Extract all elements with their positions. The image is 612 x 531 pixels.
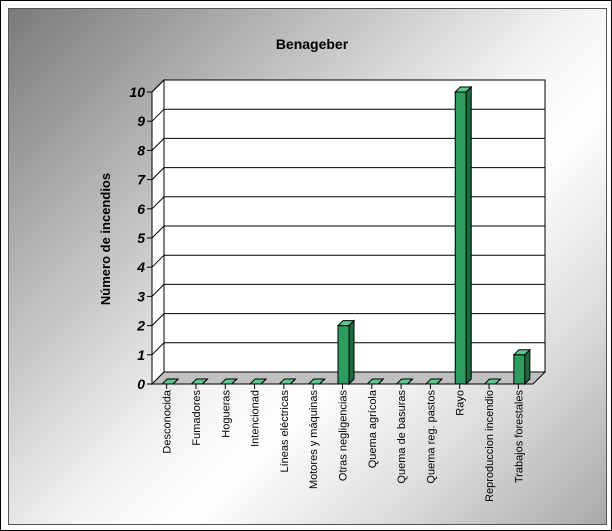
- chart-area: 0 1 2 3 4 5 6 7 8 9 10 Desconocida Fumadores Hoguera…: [8, 8, 607, 525]
- x-tick-label: Motores y máquinas: [308, 390, 320, 490]
- bar-side: [231, 378, 238, 385]
- bar: [512, 348, 532, 389]
- bar-side: [348, 319, 355, 386]
- gridline: [151, 342, 545, 356]
- bar-side: [260, 378, 267, 385]
- bar: [160, 378, 180, 389]
- y-axis-label: Número de incendios: [98, 173, 113, 305]
- bar-side: [377, 378, 384, 385]
- x-tick-label: Rayo: [455, 390, 467, 416]
- bar-side: [465, 85, 472, 386]
- bar-side: [436, 378, 443, 385]
- x-tick-label: Quema reg. pastos: [425, 390, 437, 484]
- y-tick-labels: 0 1 2 3 4 5 6 7 8 9 10: [129, 84, 146, 392]
- x-tick-label: Hogueras: [220, 390, 232, 438]
- bar-front: [513, 354, 526, 385]
- x-tick-label: Líneas eléctricas: [279, 390, 291, 473]
- x-tick-label: Desconocida: [162, 389, 174, 453]
- bar-front: [337, 325, 350, 385]
- y-tick-label: 3: [137, 288, 145, 304]
- x-tick-labels: Desconocida Fumadores Hogueras Intencionad L…: [162, 389, 526, 502]
- gridline: [151, 137, 545, 151]
- bar: [424, 378, 444, 389]
- x-tick-label: Trabajos forestales: [513, 390, 525, 484]
- bar-side: [290, 378, 296, 385]
- y-tick-label: 7: [137, 172, 146, 188]
- bar-chart: 0 1 2 3 4 5 6 7 8 9 10 Desconocida Fumadores Hoguera…: [98, 36, 547, 502]
- x-tick-label: Reproduccion incendio: [484, 390, 496, 502]
- gridline: [151, 313, 545, 326]
- y-tick-label: 9: [137, 113, 145, 129]
- chart-title: Benageber: [276, 36, 349, 52]
- y-tick-label: 1: [137, 347, 145, 363]
- gridlines: [147, 79, 545, 385]
- x-tick-label: Fumadores: [191, 390, 203, 446]
- x-tick-label: Intencionad: [250, 390, 262, 447]
- bar-side: [202, 378, 208, 385]
- bar-side: [407, 378, 413, 385]
- bar: [336, 319, 356, 389]
- x-tick-label: Quema agrícola: [367, 389, 379, 468]
- bar: [190, 378, 209, 389]
- gridline: [151, 79, 545, 93]
- bar-side: [172, 378, 179, 385]
- y-tick-label: 6: [137, 201, 145, 217]
- bar: [248, 378, 268, 389]
- x-tick-label: Quema de basuras: [396, 390, 408, 484]
- gridline: [151, 167, 545, 180]
- bar: [366, 378, 385, 389]
- y-tick-label: 8: [137, 142, 145, 158]
- gridline: [151, 108, 545, 122]
- x-tick-label: Otras negligencias: [338, 390, 350, 482]
- bar-side: [524, 348, 531, 386]
- bar-side: [495, 378, 501, 385]
- bar: [454, 85, 473, 389]
- y-tick-label: 0: [137, 376, 145, 392]
- bar: [278, 378, 297, 389]
- bar: [219, 378, 238, 389]
- y-tick-label: 5: [137, 230, 145, 246]
- bar-side: [319, 378, 326, 385]
- gridline: [151, 196, 545, 210]
- bars: [160, 85, 532, 389]
- y-tick-label: 4: [136, 259, 145, 275]
- gridline: [151, 225, 545, 239]
- y-tick-label: 10: [129, 84, 145, 100]
- bar-front: [454, 91, 467, 385]
- bar: [395, 378, 414, 389]
- bar: [483, 378, 502, 389]
- bar: [307, 378, 326, 389]
- gridline: [151, 283, 545, 297]
- gridline: [151, 254, 545, 268]
- y-tick-label: 2: [136, 318, 145, 334]
